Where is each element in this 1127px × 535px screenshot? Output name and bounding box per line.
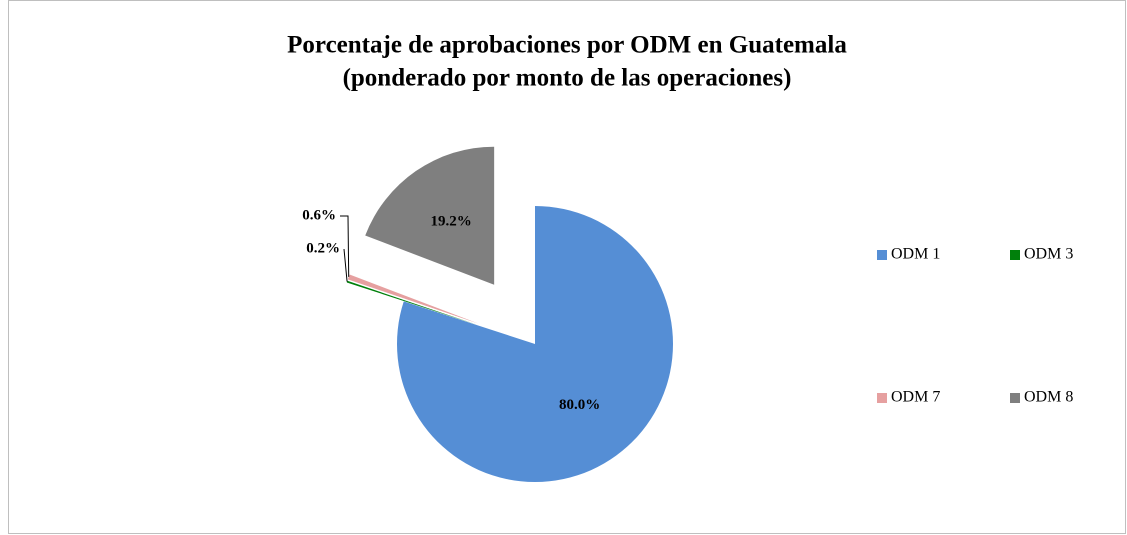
legend-swatch (877, 393, 887, 403)
legend-label: ODM 1 (891, 246, 940, 263)
legend-swatch (1010, 393, 1020, 403)
chart-title: Porcentaje de aprobaciones por ODM en Gu… (287, 32, 847, 59)
data-label: 80.0% (559, 397, 600, 413)
data-label: 0.6% (302, 207, 336, 223)
legend-label: ODM 8 (1024, 389, 1073, 406)
leader-line (340, 215, 350, 277)
chart-title: (ponderado por monto de las operaciones) (343, 65, 792, 92)
pie-slice (346, 280, 479, 326)
data-label: 19.2% (430, 214, 471, 230)
legend-swatch (1010, 250, 1020, 260)
pie-slice (365, 146, 495, 285)
pie-slice (397, 206, 673, 482)
legend-label: ODM 7 (891, 389, 940, 406)
leader-line (343, 248, 348, 282)
legend-swatch (877, 250, 887, 260)
pie-slice (347, 274, 479, 324)
legend-label: ODM 3 (1024, 246, 1073, 263)
data-label: 0.2% (306, 240, 340, 256)
